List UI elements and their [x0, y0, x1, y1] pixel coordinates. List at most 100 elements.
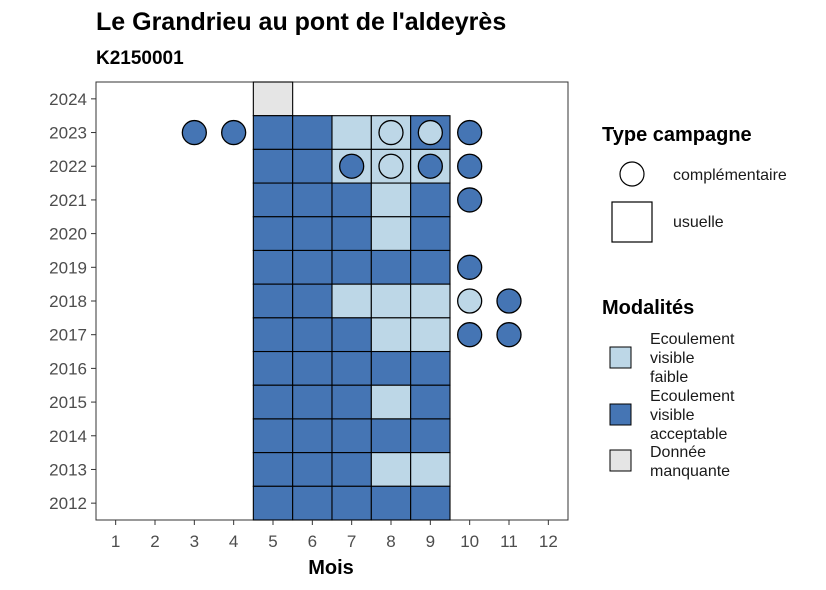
point-2018-10-ecoulement-visible-faible	[457, 288, 483, 314]
tile-2016-8-ecoulement-visible-acceptable	[370, 350, 412, 386]
tile-2023-7-ecoulement-visible-faible	[331, 115, 372, 150]
legend-faible-label-1: Ecoulement	[650, 331, 735, 348]
tile-2016-9-ecoulement-visible-acceptable	[410, 350, 451, 386]
point-2021-10-ecoulement-visible-acceptable	[457, 187, 483, 213]
tile-2012-6-ecoulement-visible-acceptable	[292, 485, 333, 521]
tile-2013-8-ecoulement-visible-faible	[370, 452, 412, 487]
tile-2014-5-ecoulement-visible-acceptable	[252, 418, 294, 454]
tile-2017-5-ecoulement-visible-acceptable	[252, 317, 294, 353]
x-tick-label-8: 8	[386, 532, 395, 551]
tile-2015-7-ecoulement-visible-acceptable	[331, 384, 372, 420]
x-tick-label-2: 2	[150, 532, 159, 551]
y-tick-label-2023: 2023	[49, 124, 87, 143]
tile-2018-6-ecoulement-visible-acceptable	[292, 283, 333, 319]
tile-2020-5-ecoulement-visible-acceptable	[252, 216, 294, 252]
legend-complementaire-symbol	[619, 161, 645, 187]
point-2023-4-ecoulement-visible-acceptable	[221, 119, 247, 146]
tile-2020-7-ecoulement-visible-acceptable	[331, 216, 372, 252]
y-tick-label-2022: 2022	[49, 157, 87, 176]
tile-2013-6-ecoulement-visible-acceptable	[292, 452, 333, 487]
legend-acceptable-label-3: acceptable	[650, 426, 727, 443]
x-tick-label-3: 3	[190, 532, 199, 551]
tile-2013-9-ecoulement-visible-faible	[410, 452, 451, 487]
chart-title: Le Grandrieu au pont de l'aldeyrès	[96, 8, 506, 36]
tile-2022-6-ecoulement-visible-acceptable	[292, 148, 333, 184]
y-tick-label-2018: 2018	[49, 292, 87, 311]
point-2022-10-ecoulement-visible-acceptable	[457, 153, 483, 179]
tile-2020-6-ecoulement-visible-acceptable	[292, 216, 333, 252]
point-2022-7-ecoulement-visible-acceptable	[339, 153, 365, 179]
legend-faible-label-3: faible	[650, 369, 688, 386]
tile-2013-5-ecoulement-visible-acceptable	[252, 452, 294, 487]
x-tick-label-9: 9	[426, 532, 435, 551]
x-tick-label-1: 1	[111, 532, 120, 551]
tile-2012-8-ecoulement-visible-acceptable	[370, 485, 412, 521]
legend-acceptable-label-1: Ecoulement	[650, 388, 735, 405]
legend-manquante-label-1: Donnée	[650, 444, 706, 461]
x-tick-label-4: 4	[229, 532, 238, 551]
x-tick-label-5: 5	[268, 532, 277, 551]
tile-2019-7-ecoulement-visible-acceptable	[331, 249, 372, 285]
tile-2023-6-ecoulement-visible-acceptable	[292, 115, 333, 150]
tile-2017-8-ecoulement-visible-faible	[370, 317, 412, 353]
y-tick-label-2015: 2015	[49, 393, 87, 412]
tile-2014-8-ecoulement-visible-acceptable	[370, 418, 412, 454]
tile-2014-7-ecoulement-visible-acceptable	[331, 418, 372, 454]
point-2022-9-ecoulement-visible-acceptable	[417, 153, 443, 179]
tile-2016-6-ecoulement-visible-acceptable	[292, 350, 333, 386]
tile-2017-6-ecoulement-visible-acceptable	[292, 317, 333, 353]
tile-2017-7-ecoulement-visible-acceptable	[331, 317, 372, 353]
tile-2016-7-ecoulement-visible-acceptable	[331, 350, 372, 386]
point-2023-3-ecoulement-visible-acceptable	[181, 119, 207, 146]
tile-2017-9-ecoulement-visible-faible	[410, 317, 451, 353]
tile-2014-9-ecoulement-visible-acceptable	[410, 418, 451, 454]
legend-usuelle-symbol	[611, 201, 653, 243]
x-axis: 1 2 3 4 5 6 7 8 9 10 11 12	[111, 520, 558, 551]
point-2023-9-ecoulement-visible-faible	[417, 119, 443, 146]
tile-2015-6-ecoulement-visible-acceptable	[292, 384, 333, 420]
tile-2019-5-ecoulement-visible-acceptable	[252, 249, 294, 285]
legend-usuelle-label: usuelle	[673, 214, 724, 231]
y-tick-label-2019: 2019	[49, 258, 87, 277]
tile-2019-8-ecoulement-visible-acceptable	[370, 249, 412, 285]
y-tick-label-2014: 2014	[49, 427, 87, 446]
y-axis: 2012 2013 2014 2015 2016 2017 2018 2019 2020 2021…	[49, 90, 96, 513]
point-2017-10-ecoulement-visible-acceptable	[457, 322, 483, 348]
tile-2012-9-ecoulement-visible-acceptable	[410, 485, 451, 521]
tile-2021-7-ecoulement-visible-acceptable	[331, 182, 372, 218]
legend-modalites-title: Modalités	[602, 297, 694, 319]
tile-2016-5-ecoulement-visible-acceptable	[252, 350, 294, 386]
y-tick-label-2017: 2017	[49, 326, 87, 345]
legend-faible-swatch	[609, 346, 632, 369]
chart-subtitle: K2150001	[96, 48, 184, 69]
tile-2019-6-ecoulement-visible-acceptable	[292, 249, 333, 285]
tile-2020-8-ecoulement-visible-faible	[370, 216, 412, 252]
point-2023-10-ecoulement-visible-acceptable	[457, 119, 483, 146]
x-tick-label-12: 12	[539, 532, 558, 551]
legend-manquante-swatch	[609, 449, 632, 472]
legend-type-title: Type campagne	[602, 124, 752, 146]
legend-manquante-label-2: manquante	[650, 463, 730, 480]
legend: Type campagne complémentaire usuelle Mod…	[602, 124, 787, 480]
complementaire-points	[181, 119, 522, 348]
legend-faible-label-2: visible	[650, 350, 695, 367]
tile-2021-5-ecoulement-visible-acceptable	[252, 182, 294, 218]
tile-2021-6-ecoulement-visible-acceptable	[292, 182, 333, 218]
tile-2018-8-ecoulement-visible-faible	[370, 283, 412, 319]
tile-2022-5-ecoulement-visible-acceptable	[252, 148, 294, 184]
tile-2014-6-ecoulement-visible-acceptable	[292, 418, 333, 454]
x-tick-label-11: 11	[500, 532, 518, 551]
legend-acceptable-swatch	[609, 403, 632, 426]
y-tick-label-2016: 2016	[49, 359, 87, 378]
tile-2024-5-donnee-manquante	[252, 81, 294, 117]
legend-complementaire-label: complémentaire	[673, 167, 787, 184]
tile-2021-9-ecoulement-visible-acceptable	[410, 182, 451, 218]
tile-2018-9-ecoulement-visible-faible	[410, 283, 451, 319]
point-2022-8-ecoulement-visible-faible	[378, 153, 404, 179]
point-2019-10-ecoulement-visible-acceptable	[457, 254, 483, 280]
point-2017-11-ecoulement-visible-acceptable	[496, 322, 522, 348]
tile-2018-5-ecoulement-visible-acceptable	[252, 283, 294, 319]
x-tick-label-6: 6	[308, 532, 317, 551]
x-tick-label-10: 10	[460, 532, 479, 551]
